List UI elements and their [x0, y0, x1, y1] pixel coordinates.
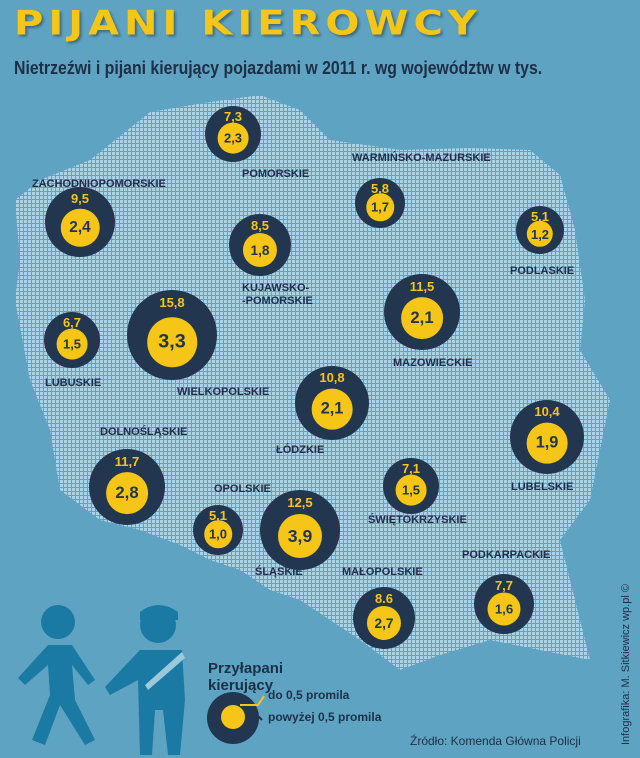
over-limit-value: 1,5 [56, 329, 88, 360]
legend-inner-label: do 0,5 promila [268, 688, 350, 702]
region-label: WARMIŃSKO-MAZURSKIE [352, 152, 491, 164]
legend-inner-dot [221, 705, 245, 729]
region-label: ZACHODNIOPOMORSKIE [32, 178, 166, 190]
region-label: ŁÓDZKIE [276, 444, 325, 456]
people-illustration [18, 605, 185, 755]
region-label: MAŁOPOLSKIE [342, 566, 423, 578]
region-label: PODLASKIE [510, 265, 575, 277]
legend-title: Przyłapani kierujący [208, 660, 284, 694]
region-label: LUBUSKIE [45, 377, 102, 389]
police-officer-icon [105, 605, 185, 755]
over-limit-value: 3,9 [278, 514, 322, 559]
total-value: 5,1 [208, 508, 228, 523]
region-label: LUBELSKIE [511, 481, 574, 493]
region-label: PODKARPACKIE [462, 549, 551, 561]
region-bubble: 7,3 2,3 [205, 106, 261, 162]
region-label: OPOLSKIE [214, 483, 271, 495]
over-limit-value: 2,8 [106, 472, 148, 514]
total-value: 7,7 [494, 577, 514, 593]
over-limit-value: 1,8 [242, 232, 278, 267]
source: Źródło: Komenda Główna Policji [410, 734, 581, 748]
region-bubble: 10,4 1,9 [510, 400, 584, 474]
region-bubble: 11,7 2,8 [89, 449, 165, 525]
region-label: ŚWIĘTOKRZYSKIE [368, 514, 467, 526]
total-value: 10,4 [534, 404, 560, 420]
region-bubble: 9,5 2,4 [45, 187, 115, 257]
over-limit-value: 1,0 [204, 520, 232, 548]
legend-outer-label: powyżej 0,5 promila [268, 710, 382, 724]
total-value: 5,1 [530, 208, 550, 224]
region-bubble: 10,8 2,1 [295, 366, 369, 440]
over-limit-value: 2,7 [366, 605, 402, 640]
over-limit-value: 1,5 [395, 475, 427, 506]
region-bubble: 6,7 1,5 [44, 312, 100, 368]
over-limit-value: 1,9 [526, 422, 568, 464]
legend-leaders [240, 695, 265, 721]
over-limit-value: 2,3 [217, 123, 249, 154]
over-limit-value: 2,1 [401, 297, 443, 339]
legend-bubble [207, 692, 259, 744]
region-label: DOLNOŚLĄSKIE [100, 426, 188, 438]
total-value: 15,8 [159, 295, 185, 311]
page-title: PIJANI KIEROWCY [14, 4, 482, 44]
region-bubble: 5,8 1,7 [355, 178, 405, 228]
total-value: 12,5 [287, 494, 313, 510]
region-bubble: 5,1 1,2 [516, 206, 564, 254]
total-value: 6,7 [62, 315, 82, 331]
total-value: 9,5 [70, 191, 90, 207]
region-bubble: 15,8 3,3 [127, 290, 217, 380]
subtitle: Nietrzeźwi i pijani kierujący pojazdami … [14, 58, 543, 78]
region-bubble: 11,5 2,1 [384, 274, 460, 350]
over-limit-value: 3,3 [147, 317, 197, 367]
total-value: 8,5 [250, 217, 270, 233]
total-value: 7,1 [401, 461, 421, 477]
over-limit-value: 2,1 [311, 388, 353, 430]
region-bubble: 5,1 1,0 [193, 505, 243, 555]
total-value: 7,3 [223, 109, 243, 125]
total-value: 10,8 [319, 370, 345, 386]
region-label: POMORSKIE [242, 168, 310, 180]
over-limit-value: 1,2 [526, 220, 554, 248]
region-label: KUJAWSKO- -POMORSKIE [242, 282, 313, 307]
walking-person-icon [18, 605, 95, 745]
over-limit-value: 1,7 [366, 193, 394, 221]
region-bubble: 7,1 1,5 [383, 458, 439, 514]
region-bubble: 7,7 1,6 [474, 574, 534, 634]
over-limit-value: 2,4 [60, 208, 100, 247]
region-bubble: 8.6 2,7 [353, 587, 415, 649]
region-label: WIELKOPOLSKIE [177, 386, 270, 398]
total-value: 8.6 [374, 590, 394, 606]
credit: Infografika: M. Sitkiewicz wp.pl © [620, 584, 632, 745]
total-value: 11,5 [409, 278, 435, 294]
region-label: MAZOWIECKIE [393, 357, 473, 369]
region-bubble: 12,5 3,9 [260, 490, 340, 570]
total-value: 5,8 [370, 181, 390, 196]
total-value: 11,7 [114, 453, 140, 469]
region-bubble: 8,5 1,8 [229, 214, 291, 276]
over-limit-value: 1,6 [487, 592, 521, 626]
